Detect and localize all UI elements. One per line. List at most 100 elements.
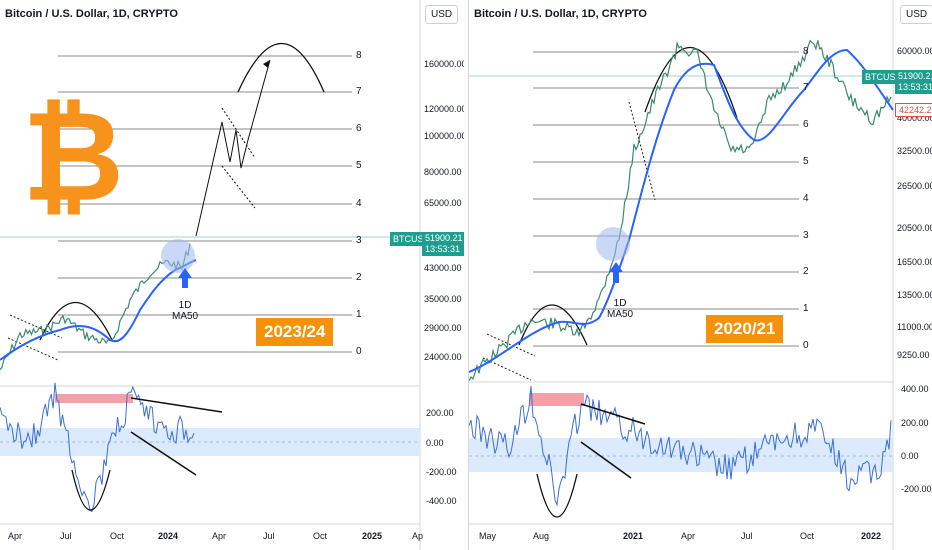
price-tick: 80000.00: [424, 167, 462, 177]
price-series: [0, 243, 191, 371]
price-tick: 20500.00: [897, 223, 932, 233]
fib-label: 7: [803, 82, 809, 93]
time-tick: Apr: [681, 531, 696, 541]
ma50-line: [0, 259, 197, 361]
fib-label: 0: [803, 340, 809, 351]
osc-tick: -400.00: [426, 496, 457, 506]
chart-title: Bitcoin / U.S. Dollar, 1D, CRYPTO: [474, 8, 647, 20]
period-badge: 2020/21: [706, 315, 784, 343]
currency-button[interactable]: USD: [900, 5, 932, 24]
time-tick: May: [479, 531, 497, 541]
osc-trend-lower: [580, 441, 632, 479]
fib-label: 2: [356, 272, 362, 283]
osc-trend-lower: [130, 431, 197, 476]
time-tick: Apr: [8, 531, 23, 541]
chart-title: Bitcoin / U.S. Dollar, 1D, CRYPTO: [5, 8, 178, 20]
osc-trend-upper: [130, 397, 223, 413]
right-chart-pane[interactable]: Bitcoin / U.S. Dollar, 1D, CRYPTO USD 60…: [468, 0, 932, 550]
time-tick: Jul: [60, 531, 72, 541]
fib-label: 5: [356, 160, 362, 171]
fib-label: 5: [803, 156, 809, 167]
osc-tick: 200.00: [901, 418, 929, 428]
fib-label: 0: [356, 346, 362, 357]
countdown-value: 13:53:31: [898, 82, 932, 92]
right-chart-canvas[interactable]: [469, 0, 932, 550]
cup-arc-projection: [237, 42, 325, 93]
price-tick: 29000.00: [424, 323, 462, 333]
fib-label: 1: [803, 303, 809, 314]
last-price-tag: 51900.21 13:53:31: [422, 232, 464, 256]
fib-label: 6: [803, 119, 809, 130]
projection-arrowhead: [263, 60, 270, 68]
oscillator-series: [469, 386, 892, 507]
fib-label: 3: [356, 235, 362, 246]
ma-annotation: 1D MA50: [607, 298, 633, 320]
price-tick: 100000.00: [424, 131, 464, 141]
time-tick: 2025: [362, 531, 383, 541]
descending-channel: [7, 314, 63, 361]
fib-levels: [533, 51, 799, 347]
price-series: [469, 39, 892, 382]
ma-annotation-line1: 1D: [178, 300, 192, 311]
time-tick: Apr: [212, 531, 227, 541]
projection-path: [195, 59, 271, 237]
fib-label: 7: [356, 86, 362, 97]
price-tick: 43000.00: [424, 263, 462, 273]
left-chart-canvas[interactable]: [0, 0, 464, 550]
price-tick: 40000.00: [897, 113, 932, 123]
ma-annotation: 1D MA50: [172, 300, 198, 322]
osc-trend-upper: [580, 403, 646, 425]
ma-touch-highlight: [161, 239, 195, 273]
ma50-line: [469, 48, 894, 373]
last-price-value: 51900.21: [898, 71, 932, 81]
time-tick: Oct: [800, 531, 815, 541]
time-tick: Oct: [110, 531, 125, 541]
price-tick: 60000.00: [897, 46, 932, 56]
projection-flag: [221, 107, 256, 209]
cup-arc-left: [518, 304, 588, 346]
ma-annotation-line1: 1D: [613, 298, 627, 309]
price-tick: 26500.00: [897, 181, 932, 191]
price-tick: 11000.00: [897, 322, 932, 332]
price-tick: 65000.00: [424, 198, 462, 208]
price-tick: 120000.00: [424, 104, 464, 114]
cup-arc-top: [644, 46, 738, 119]
time-tick: Jul: [263, 531, 275, 541]
bitcoin-logo-icon: ₿: [22, 85, 124, 230]
fib-label: 4: [356, 198, 362, 209]
osc-tick: 400.00: [901, 384, 929, 394]
price-tick: 9250.00: [897, 350, 930, 360]
countdown-value: 13:53:31: [425, 244, 461, 254]
price-tick: 35000.00: [424, 294, 462, 304]
period-badge: 2023/24: [256, 318, 334, 346]
price-tick: 160000.00: [424, 59, 464, 69]
osc-bottom-arc: [71, 469, 111, 511]
osc-tick: -200.00: [426, 467, 457, 477]
price-tick: 13500.00: [897, 290, 932, 300]
left-chart-pane[interactable]: Bitcoin / U.S. Dollar, 1D, CRYPTO USD ₿ …: [0, 0, 464, 550]
cup-arc-left: [39, 301, 113, 341]
fib-label: 8: [803, 46, 809, 57]
fib-label: 6: [356, 123, 362, 134]
time-tick: Oct: [313, 531, 328, 541]
price-tick: 32500.00: [897, 146, 932, 156]
fib-label: 4: [803, 193, 809, 204]
currency-button[interactable]: USD: [425, 5, 459, 24]
time-tick: Jul: [741, 531, 753, 541]
fib-label: 2: [803, 266, 809, 277]
price-tick: 16500.00: [897, 257, 932, 267]
time-tick: 2021: [623, 531, 644, 541]
osc-bottom-arc: [536, 473, 578, 518]
osc-sell-zone: [55, 394, 133, 403]
time-tick: 2024: [158, 531, 179, 541]
osc-tick: 0.00: [426, 438, 444, 448]
fib-label: 3: [803, 230, 809, 241]
ma-touch-highlight: [596, 227, 630, 261]
price-tick: 24000.00: [424, 352, 462, 362]
symbol-tag: BTCUSD: [862, 70, 906, 84]
second-price-tag: 42242.26: [895, 103, 932, 117]
osc-tick: 200.00: [426, 408, 454, 418]
ma-annotation-line2: MA50: [607, 309, 634, 320]
osc-sell-zone: [529, 393, 584, 406]
ma-arrow-up: [609, 262, 623, 283]
